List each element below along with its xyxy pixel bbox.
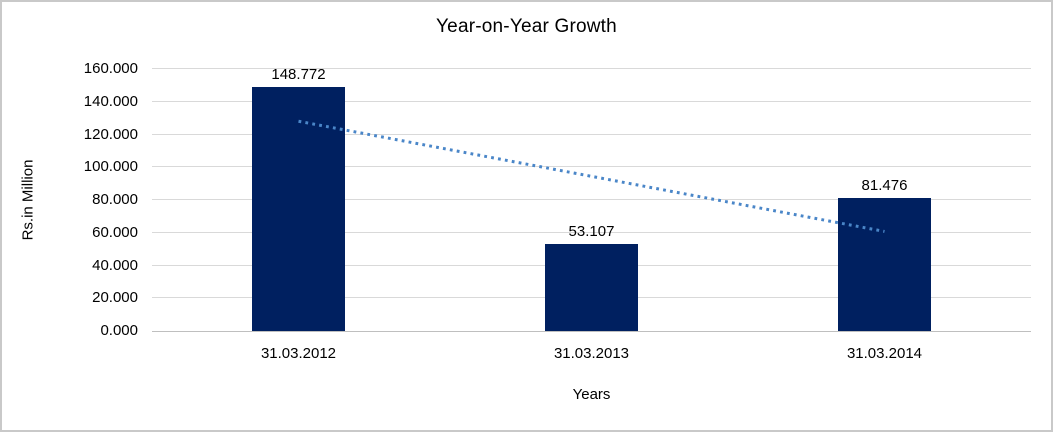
x-axis-tick-label: 31.03.2014 [846,345,923,362]
y-axis-tick-label: 0.000 [100,322,138,339]
y-axis-title: Rs.in Million [19,159,37,241]
trendline-layer [298,119,885,233]
bar-31.03.2013[interactable] [545,244,638,331]
y-axis-tick-label: 40.000 [92,256,138,274]
y-axis-tick-label: 60.000 [92,223,138,241]
bar-31.03.2012[interactable] [252,87,345,331]
x-axis-title: Years [572,386,611,403]
gridline [152,100,1031,102]
gridline [152,133,1031,135]
bar-31.03.2014[interactable] [838,197,931,331]
x-axis-line [152,331,1031,332]
plot-area: 148.772 53.107 81.476 [152,66,1031,332]
y-axis-tick-label: 120.000 [83,125,138,143]
x-axis-tick-label: 31.03.2012 [260,345,337,362]
bar-value-label: 53.107 [568,223,615,241]
chart-title: Year-on-Year Growth [436,16,617,37]
gridline [152,166,1031,168]
y-axis-tick-labels: 0.000 20.000 40.000 60.000 80.000 100.000 120.… [2,61,138,339]
gridline [152,199,1031,200]
y-axis-tick-label: 140.000 [83,92,138,110]
y-axis-tick-label: 160.000 [83,60,138,77]
x-axis-tick-label: 31.03.2013 [553,345,630,362]
y-axis-tick-label: 100.000 [83,158,138,176]
gridline [152,68,1031,69]
bar-value-label: 148.772 [271,66,326,84]
gridline [152,231,1031,233]
trendline[interactable] [298,119,885,233]
y-axis-tick-label: 80.000 [92,191,138,208]
bar-value-label: 81.476 [861,176,908,194]
y-axis-tick-label: 20.000 [92,289,138,307]
